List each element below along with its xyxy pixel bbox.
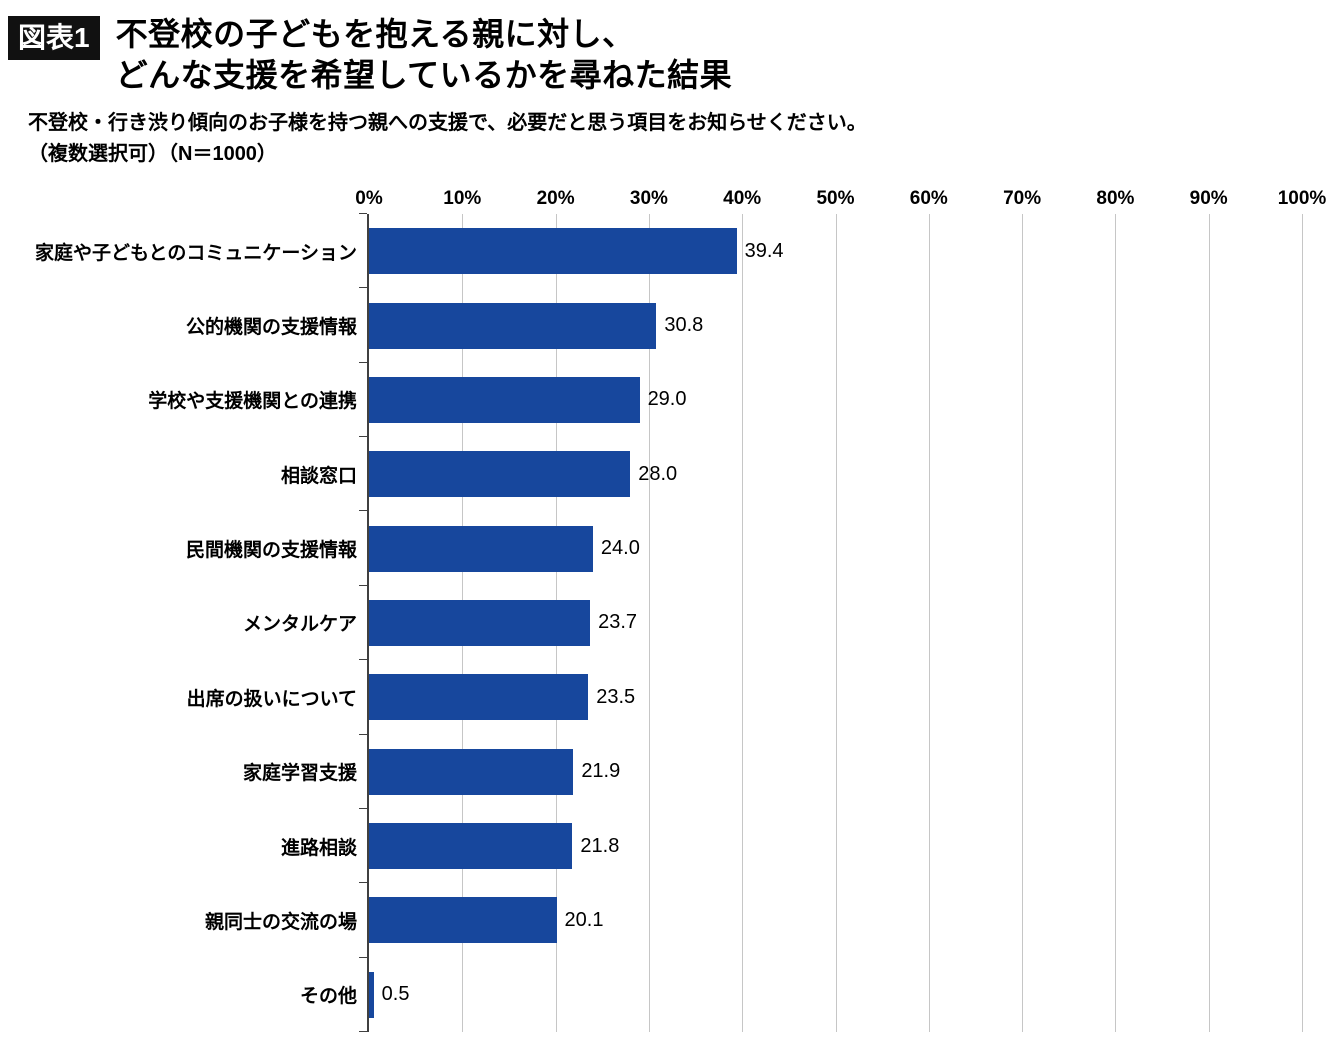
- chart-row: 出席の扱いについて 23.5: [187, 660, 1302, 734]
- category-label: 親同士の交流の場: [204, 911, 357, 933]
- x-axis-tick-label: 20%: [536, 188, 575, 209]
- category-label: 出席の扱いについて: [186, 688, 357, 710]
- bar: [369, 302, 657, 349]
- bar: [369, 228, 737, 275]
- chart-subtitle: 不登校・行き渋り傾向のお子様を持つ親への支援で、必要だと思う項目をお知らせくださ…: [28, 108, 1340, 170]
- y-axis-tick: [359, 882, 367, 884]
- y-axis-tick: [359, 807, 367, 809]
- bar: [369, 599, 591, 646]
- category-label: 家庭や子どもとのコミュニケーション: [34, 242, 357, 264]
- chart-row: 親同士の交流の場 20.1: [205, 883, 1302, 957]
- chart-row: 家庭や子どもとのコミュニケーション 39.4: [35, 214, 1302, 288]
- bar: [369, 897, 557, 944]
- x-axis-tick-label: 40%: [723, 188, 762, 209]
- bar: [369, 525, 593, 572]
- gridline: [648, 214, 650, 1032]
- gridline: [928, 214, 930, 1032]
- category-label: 公的機関の支援情報: [185, 317, 357, 339]
- gridline: [1115, 214, 1117, 1032]
- value-label: 29.0: [647, 388, 687, 411]
- chart-row: 進路相談 21.8: [281, 809, 1302, 883]
- x-axis-tick-label: 80%: [1096, 188, 1135, 209]
- y-axis-tick: [359, 733, 367, 735]
- bar: [369, 376, 640, 423]
- value-label: 24.0: [600, 537, 640, 560]
- category-label: 学校や支援機関との連携: [148, 391, 357, 413]
- bar: [369, 674, 589, 721]
- y-axis-tick: [359, 1031, 367, 1032]
- value-label: 21.9: [581, 760, 621, 783]
- plot-area: 家庭や子どもとのコミュニケーション 39.4 公的機関の支援情報 30.8 学校や支援機…: [35, 213, 1303, 1032]
- chart-row: その他 0.5: [300, 958, 1302, 1032]
- gridline: [742, 214, 744, 1032]
- value-label: 21.8: [580, 834, 620, 857]
- chart-title: 不登校の子どもを抱える親に対し、 どんな支援を希望しているかを尋ねた結果: [116, 14, 733, 96]
- x-axis: 0% 10% 20% 30% 40% 50% 60% 70% 80% 90% 100%: [355, 184, 1326, 214]
- value-label: 23.5: [596, 685, 636, 708]
- y-axis-tick: [359, 584, 367, 586]
- value-label: 23.7: [598, 611, 638, 634]
- x-axis-tick-label: 100%: [1277, 188, 1327, 209]
- chart-header: 図表1 不登校の子どもを抱える親に対し、 どんな支援を希望しているかを尋ねた結果: [0, 0, 1340, 96]
- y-axis-tick: [359, 213, 367, 214]
- bar: [369, 823, 573, 870]
- y-axis-tick: [359, 361, 367, 363]
- y-axis-tick: [359, 510, 367, 512]
- value-label: 39.4: [744, 239, 784, 262]
- chart-row: 公的機関の支援情報 30.8: [186, 288, 1302, 362]
- category-label: 相談窓口: [280, 465, 357, 487]
- figure-number-badge: 図表1: [8, 16, 100, 60]
- value-label: 28.0: [638, 462, 678, 485]
- gridline: [1302, 214, 1303, 1032]
- bar: [369, 451, 631, 498]
- x-axis-tick-label: 50%: [816, 188, 855, 209]
- x-axis-tick-label: 70%: [1003, 188, 1042, 209]
- y-axis-tick: [359, 436, 367, 438]
- bar: [369, 971, 374, 1018]
- category-label: 民間機関の支援情報: [185, 540, 357, 562]
- gridline: [835, 214, 837, 1032]
- bar-chart: 0% 10% 20% 30% 40% 50% 60% 70% 80% 90% 100% 家庭や子ども…: [0, 184, 1340, 1032]
- chart-row: 家庭学習支援 21.9: [243, 735, 1302, 809]
- y-axis-tick: [359, 956, 367, 958]
- category-label: 家庭学習支援: [242, 763, 357, 785]
- chart-row: 学校や支援機関との連携 29.0: [148, 363, 1302, 437]
- category-label: その他: [299, 986, 357, 1008]
- chart-row: 民間機関の支援情報 24.0: [186, 511, 1302, 585]
- gridline: [1022, 214, 1024, 1032]
- x-axis-tick-label: 60%: [909, 188, 948, 209]
- chart-title-line1: 不登校の子どもを抱える親に対し、: [115, 16, 635, 52]
- chart-row: 相談窓口 28.0: [281, 437, 1302, 511]
- value-label: 30.8: [664, 314, 704, 337]
- chart-row: メンタルケア 23.7: [243, 586, 1302, 660]
- value-label: 0.5: [381, 983, 410, 1006]
- chart-subtitle-line2: （複数選択可）（N＝1000）: [28, 142, 277, 165]
- chart-title-line2: どんな支援を希望しているかを尋ねた結果: [115, 56, 733, 93]
- x-axis-tick-label: 30%: [629, 188, 668, 209]
- gridline: [1208, 214, 1210, 1032]
- x-axis-tick-label: 0%: [355, 188, 383, 209]
- y-axis-tick: [359, 659, 367, 661]
- category-label: 進路相談: [280, 837, 357, 859]
- value-label: 20.1: [564, 908, 604, 931]
- chart-subtitle-line1: 不登校・行き渋り傾向のお子様を持つ親への支援で、必要だと思う項目をお知らせくださ…: [28, 111, 867, 134]
- x-axis-tick-label: 90%: [1189, 188, 1228, 209]
- bar: [369, 748, 574, 795]
- category-label: メンタルケア: [242, 614, 357, 636]
- x-axis-tick-label: 10%: [443, 188, 482, 209]
- y-axis-tick: [359, 287, 367, 289]
